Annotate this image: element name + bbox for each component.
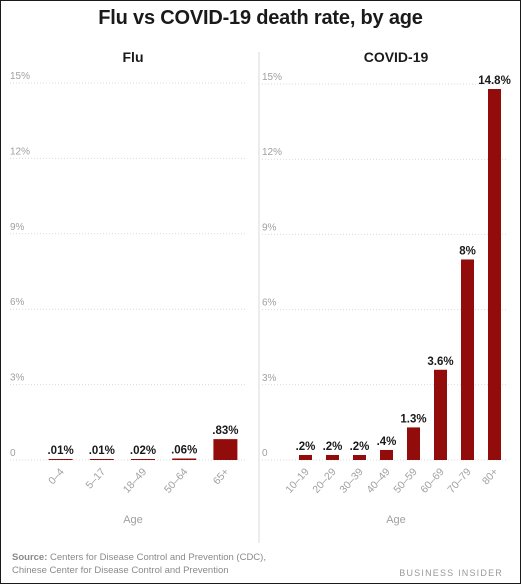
covid-category-label: 50–59 xyxy=(391,466,420,496)
covid-y-tick-label: 12% xyxy=(262,147,282,158)
covid-bar xyxy=(353,454,366,460)
covid-data-label: .2% xyxy=(323,441,343,453)
covid-category-label: 60–69 xyxy=(418,466,447,496)
covid-category-label: 10–19 xyxy=(283,466,312,496)
flu-y-tick-label: 9% xyxy=(10,222,25,233)
flu-category-label: 0–4 xyxy=(46,466,67,487)
covid-y-tick-label: 15% xyxy=(262,72,282,83)
flu-y-tick-label: 12% xyxy=(10,146,30,157)
covid-data-label: .2% xyxy=(296,441,316,453)
covid-bar xyxy=(299,454,312,460)
brand-logo: BUSINESS INSIDER xyxy=(399,568,503,578)
flu-category-label: 50–64 xyxy=(162,466,191,496)
covid-data-label: 3.6% xyxy=(427,356,453,368)
flu-y-tick-label: 6% xyxy=(10,297,25,308)
covid-panel-title: COVID-19 xyxy=(364,49,429,65)
flu-category-label: 65+ xyxy=(211,466,232,487)
flu-bar xyxy=(48,459,73,460)
covid-category-label: 80+ xyxy=(480,466,501,487)
chart-title: Flu vs COVID-19 death rate, by age xyxy=(98,7,423,29)
flu-panel-title: Flu xyxy=(123,49,144,65)
covid-y-tick-label: 0 xyxy=(262,448,268,459)
flu-y-tick-label: 3% xyxy=(10,373,25,384)
source-note: Source: Centers for Disease Control and … xyxy=(12,551,266,577)
covid-bar xyxy=(326,454,339,460)
covid-data-label: 1.3% xyxy=(400,413,426,425)
source-line-1: Centers for Disease Control and Preventi… xyxy=(50,552,266,563)
covid-category-label: 40–49 xyxy=(364,466,393,496)
covid-x-axis-title: Age xyxy=(386,514,406,526)
flu-data-label: .01% xyxy=(47,445,73,457)
flu-y-tick-label: 0 xyxy=(10,448,16,459)
flu-x-axis-title: Age xyxy=(123,514,143,526)
flu-bar xyxy=(213,439,238,460)
source-label: Source: xyxy=(12,552,48,563)
flu-data-label: .06% xyxy=(171,444,197,456)
flu-y-tick-label: 15% xyxy=(10,71,30,82)
flu-category-label: 18–49 xyxy=(121,466,150,496)
covid-bar xyxy=(380,449,393,460)
source-line-2: Chinese Center for Disease Control and P… xyxy=(12,565,229,576)
charts-canvas: Flu 0 3% 6% 9% 12% 15% .01% 0–4 .01% 5–17 .02% 18–49… xyxy=(10,49,511,543)
covid-category-label: 20–29 xyxy=(310,466,339,496)
covid-category-label: 70–79 xyxy=(445,466,474,496)
flu-bar xyxy=(89,459,114,460)
flu-data-label: .02% xyxy=(130,445,156,457)
covid-bar xyxy=(461,259,474,460)
flu-category-label: 5–17 xyxy=(83,466,108,492)
covid-data-label: .4% xyxy=(377,436,397,448)
flu-bar xyxy=(172,458,197,460)
covid-bar xyxy=(488,89,501,460)
covid-data-label: 8% xyxy=(459,245,476,257)
covid-y-tick-label: 6% xyxy=(262,298,277,309)
covid-data-label: .2% xyxy=(350,441,370,453)
covid-bar xyxy=(434,369,447,460)
flu-data-label: .01% xyxy=(89,445,115,457)
covid-y-tick-label: 9% xyxy=(262,222,277,233)
covid-bar xyxy=(407,427,420,460)
flu-bar xyxy=(131,459,155,460)
covid-category-label: 30–39 xyxy=(337,466,366,496)
covid-data-label: 14.8% xyxy=(478,75,511,87)
covid-y-tick-label: 3% xyxy=(262,373,277,384)
flu-data-label: .83% xyxy=(212,425,238,437)
